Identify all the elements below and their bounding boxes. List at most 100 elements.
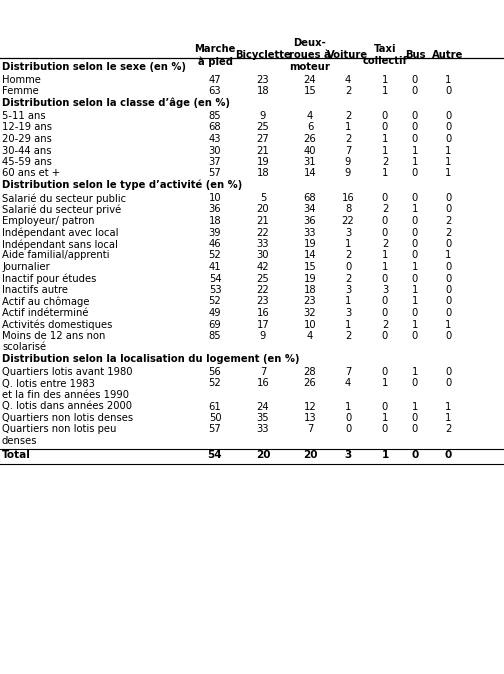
Text: Homme: Homme — [2, 75, 41, 85]
Text: 36: 36 — [304, 216, 317, 226]
Text: 18: 18 — [257, 86, 269, 96]
Text: 2: 2 — [345, 111, 351, 121]
Text: 2: 2 — [345, 274, 351, 284]
Text: 68: 68 — [209, 123, 221, 133]
Text: 22: 22 — [257, 228, 269, 237]
Text: 12: 12 — [303, 402, 317, 412]
Text: 0: 0 — [412, 274, 418, 284]
Text: 14: 14 — [304, 168, 317, 179]
Text: 0: 0 — [445, 86, 451, 96]
Text: 0: 0 — [445, 297, 451, 307]
Text: 5: 5 — [260, 193, 266, 203]
Text: 57: 57 — [209, 168, 221, 179]
Text: Femme: Femme — [2, 86, 39, 96]
Text: 16: 16 — [257, 379, 269, 388]
Text: 4: 4 — [345, 379, 351, 388]
Text: 0: 0 — [445, 379, 451, 388]
Text: 0: 0 — [382, 193, 388, 203]
Text: 24: 24 — [257, 402, 269, 412]
Text: 30-44 ans: 30-44 ans — [2, 146, 51, 156]
Text: 3: 3 — [345, 228, 351, 237]
Text: 0: 0 — [412, 193, 418, 203]
Text: 26: 26 — [303, 379, 317, 388]
Text: 28: 28 — [304, 367, 317, 377]
Text: 30: 30 — [257, 251, 269, 260]
Text: 18: 18 — [209, 216, 221, 226]
Text: 0: 0 — [345, 425, 351, 435]
Text: 20: 20 — [256, 450, 270, 460]
Text: 1: 1 — [412, 367, 418, 377]
Text: 36: 36 — [209, 204, 221, 214]
Text: 22: 22 — [342, 216, 354, 226]
Text: 34: 34 — [304, 204, 316, 214]
Text: 7: 7 — [345, 367, 351, 377]
Text: 35: 35 — [257, 413, 269, 423]
Text: Quartiers lotis avant 1980: Quartiers lotis avant 1980 — [2, 367, 133, 377]
Text: Actif indéterminé: Actif indéterminé — [2, 308, 89, 318]
Text: 23: 23 — [257, 75, 269, 85]
Text: 2: 2 — [445, 228, 451, 237]
Text: 0: 0 — [382, 111, 388, 121]
Text: 0: 0 — [412, 331, 418, 341]
Text: 1: 1 — [345, 402, 351, 412]
Text: Taxi
collectif: Taxi collectif — [362, 44, 408, 66]
Text: 1: 1 — [382, 450, 389, 460]
Text: 0: 0 — [411, 450, 419, 460]
Text: 18: 18 — [304, 285, 317, 295]
Text: 0: 0 — [345, 262, 351, 272]
Text: 2: 2 — [445, 425, 451, 435]
Text: 57: 57 — [209, 425, 221, 435]
Text: 33: 33 — [257, 425, 269, 435]
Text: 0: 0 — [412, 308, 418, 318]
Text: 1: 1 — [412, 146, 418, 156]
Text: 0: 0 — [412, 425, 418, 435]
Text: Moins de 12 ans non: Moins de 12 ans non — [2, 331, 105, 341]
Text: 0: 0 — [445, 204, 451, 214]
Text: 1: 1 — [445, 75, 451, 85]
Text: 2: 2 — [382, 204, 388, 214]
Text: 3: 3 — [344, 450, 352, 460]
Text: 0: 0 — [412, 216, 418, 226]
Text: 0: 0 — [345, 413, 351, 423]
Text: 0: 0 — [445, 134, 451, 144]
Text: 0: 0 — [382, 367, 388, 377]
Text: 43: 43 — [209, 134, 221, 144]
Text: 19: 19 — [257, 157, 269, 167]
Text: 0: 0 — [445, 123, 451, 133]
Text: 32: 32 — [304, 308, 317, 318]
Text: 27: 27 — [257, 134, 269, 144]
Text: 0: 0 — [382, 123, 388, 133]
Text: 5-11 ans: 5-11 ans — [2, 111, 46, 121]
Text: 13: 13 — [304, 413, 317, 423]
Text: 25: 25 — [257, 274, 269, 284]
Text: 14: 14 — [304, 251, 317, 260]
Text: 0: 0 — [445, 193, 451, 203]
Text: 1: 1 — [445, 168, 451, 179]
Text: 0: 0 — [445, 262, 451, 272]
Text: 1: 1 — [412, 262, 418, 272]
Text: 52: 52 — [209, 297, 221, 307]
Text: 0: 0 — [445, 111, 451, 121]
Text: 56: 56 — [209, 367, 221, 377]
Text: 9: 9 — [345, 168, 351, 179]
Text: 2: 2 — [382, 239, 388, 249]
Text: 21: 21 — [257, 146, 269, 156]
Text: 26: 26 — [303, 134, 317, 144]
Text: 85: 85 — [209, 111, 221, 121]
Text: 54: 54 — [208, 450, 222, 460]
Text: 4: 4 — [307, 111, 313, 121]
Text: 85: 85 — [209, 331, 221, 341]
Text: 1: 1 — [382, 379, 388, 388]
Text: 0: 0 — [382, 228, 388, 237]
Text: 24: 24 — [304, 75, 317, 85]
Text: Q. lotis entre 1983: Q. lotis entre 1983 — [2, 379, 95, 388]
Text: 9: 9 — [345, 157, 351, 167]
Text: 37: 37 — [209, 157, 221, 167]
Text: Salarié du secteur public: Salarié du secteur public — [2, 193, 126, 204]
Text: denses: denses — [2, 436, 37, 446]
Text: 0: 0 — [382, 331, 388, 341]
Text: 0: 0 — [412, 413, 418, 423]
Text: 2: 2 — [382, 157, 388, 167]
Text: 47: 47 — [209, 75, 221, 85]
Text: 63: 63 — [209, 86, 221, 96]
